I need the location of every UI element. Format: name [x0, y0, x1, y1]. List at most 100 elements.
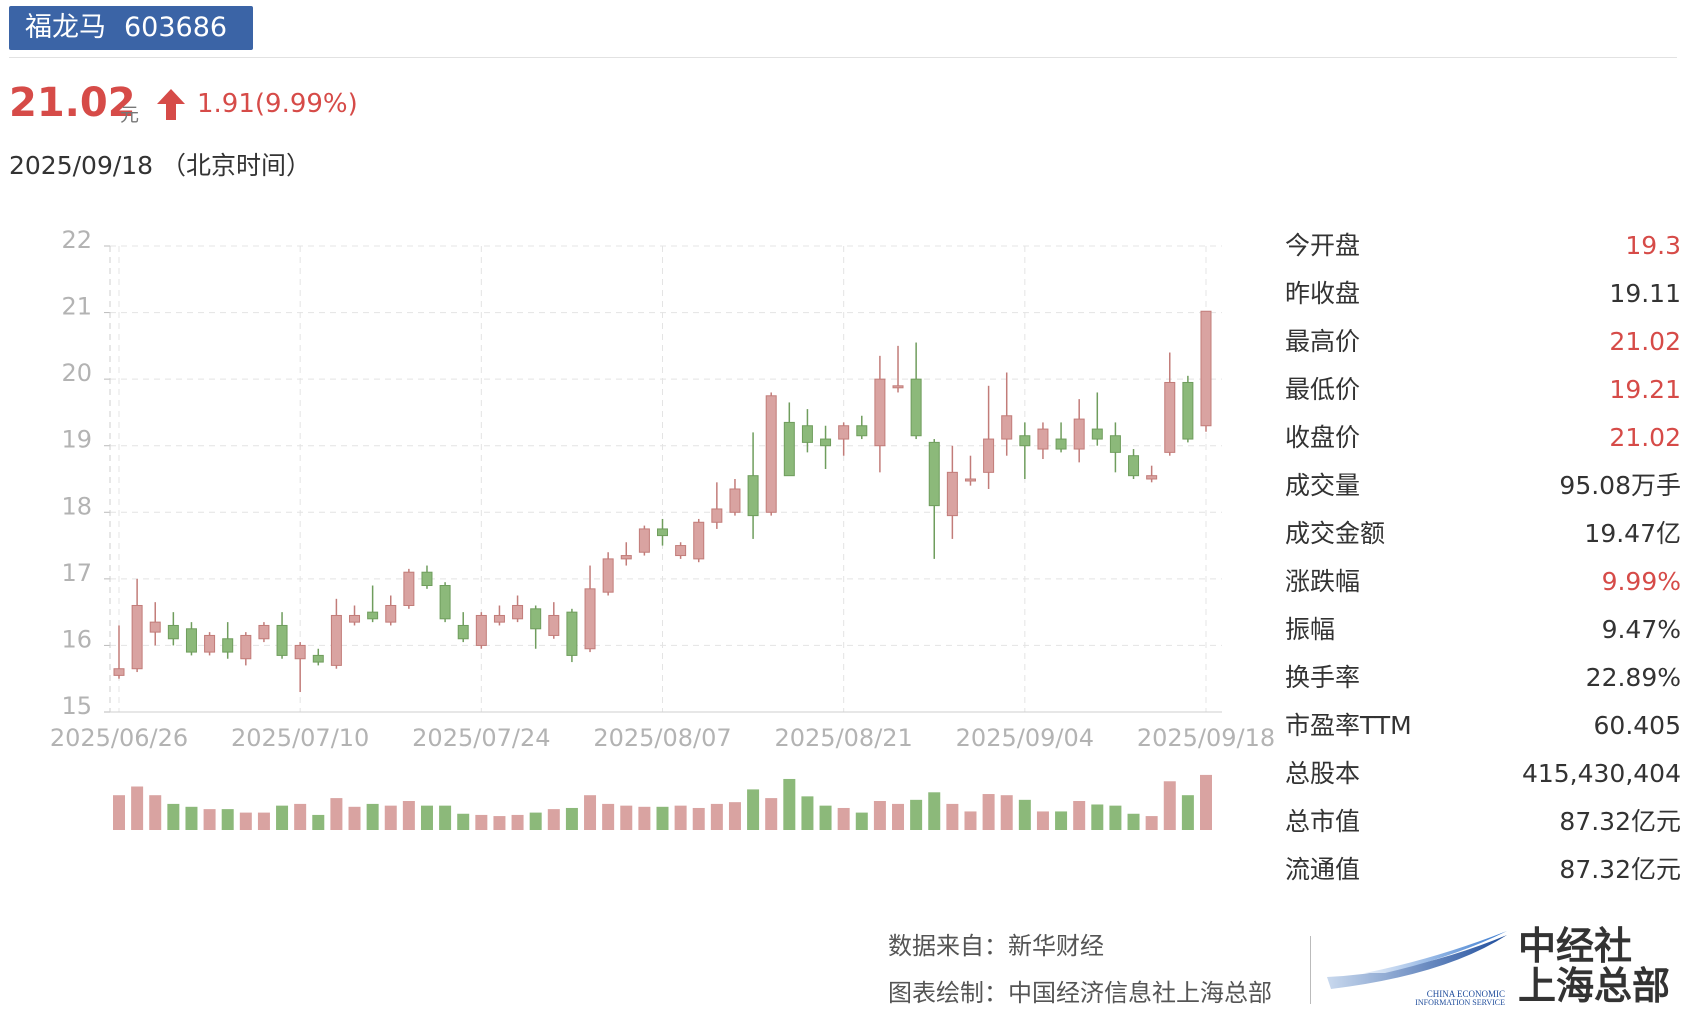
stat-value: 21.02 [1609, 423, 1681, 452]
candle-body [675, 545, 687, 557]
candle-body [149, 621, 161, 633]
candle-body [1037, 428, 1049, 450]
volume-bar [964, 811, 977, 830]
stat-row: 成交金额 19.47亿 [1285, 514, 1681, 562]
stat-label: 流通值 [1285, 855, 1361, 884]
stat-row: 流通值 87.32亿元 [1285, 850, 1681, 898]
volume-bar [1181, 795, 1194, 830]
y-tick-label: 20 [61, 359, 92, 387]
candle-body [820, 438, 832, 447]
stock-name: 福龙马 [25, 12, 106, 43]
volume-bar [294, 803, 307, 830]
candle-body [602, 558, 614, 593]
candle-body [276, 624, 288, 656]
candle-body [385, 604, 397, 623]
candle-body [566, 611, 578, 656]
stat-value: 60.405 [1593, 711, 1681, 740]
quote-date: 2025/09/18 （北京时间） [9, 151, 312, 180]
candle-body [312, 654, 324, 663]
volume-bar [620, 805, 633, 830]
candle-body [747, 475, 759, 517]
volume-bar [837, 807, 850, 830]
volume-bar [873, 801, 886, 830]
stat-value: 415,430,404 [1521, 759, 1681, 788]
stat-label: 振幅 [1285, 615, 1336, 644]
volume-bar [1109, 805, 1122, 830]
chart-author: 图表绘制：中国经济信息社上海总部 [888, 979, 1272, 1007]
volume-bar [710, 803, 723, 830]
candle-body [349, 614, 361, 623]
footer-divider [1310, 936, 1311, 1004]
stat-value: 22.89% [1585, 663, 1681, 692]
volume-bar [402, 801, 415, 830]
volume-bar [928, 792, 941, 830]
stat-value: 87.32亿元 [1559, 855, 1681, 884]
stat-value: 19.21 [1609, 375, 1681, 404]
stat-row: 昨收盘 19.11 [1285, 274, 1681, 322]
volume-bar [1055, 811, 1068, 830]
candle-body [693, 521, 705, 560]
candle-body [113, 668, 125, 676]
header-divider [9, 57, 1677, 58]
candle-body [910, 378, 922, 437]
volume-bar [511, 814, 524, 830]
volume-bar [656, 806, 669, 830]
volume-bar [1036, 811, 1049, 830]
volume-bar [529, 812, 542, 830]
candle-body [874, 378, 886, 447]
candle-body [620, 555, 632, 560]
candle-body [892, 385, 904, 389]
stat-label: 昨收盘 [1285, 279, 1361, 308]
stat-row: 总市值 87.32亿元 [1285, 802, 1681, 850]
volume-bar [819, 805, 832, 830]
volume-bar [348, 806, 361, 830]
candle-body [1164, 381, 1176, 453]
volume-bar [1127, 813, 1140, 830]
volume-bar [493, 816, 506, 830]
volume-bar [638, 806, 651, 830]
x-tick-label: 2025/07/24 [412, 724, 550, 752]
candle-body [1055, 438, 1067, 450]
x-tick-label: 2025/09/04 [956, 724, 1094, 752]
y-tick-label: 16 [61, 625, 92, 653]
volume-bar [892, 803, 905, 830]
data-source: 数据来自：新华财经 [888, 932, 1104, 960]
volume-bar [674, 805, 687, 830]
volume-bar [257, 812, 270, 830]
x-tick-label: 2025/08/07 [593, 724, 731, 752]
candle-body [475, 614, 487, 646]
candle-body [512, 604, 524, 620]
stat-label: 换手率 [1285, 663, 1361, 692]
candle-body [1073, 418, 1085, 450]
volume-bar [384, 805, 397, 830]
stat-label: 涨跌幅 [1285, 567, 1361, 596]
volume-bar [330, 798, 343, 830]
stat-row: 收盘价 21.02 [1285, 418, 1681, 466]
logo-line2: 上海总部 [1518, 964, 1671, 1008]
volume-bar [692, 807, 705, 830]
stat-label: 总市值 [1285, 807, 1361, 836]
volume-bar [1145, 816, 1158, 830]
volume-bar [167, 803, 180, 830]
candle-body [856, 425, 868, 437]
stat-row: 成交量 95.08万手 [1285, 466, 1681, 514]
stat-label: 总股本 [1285, 759, 1361, 788]
volume-bar [783, 778, 796, 830]
stat-row: 今开盘 19.3 [1285, 226, 1681, 274]
stat-value: 9.47% [1601, 615, 1681, 644]
candle-body [1200, 310, 1212, 427]
ces-logo-icon: CHINA ECONOMIC INFORMATION SERVICE [1327, 931, 1507, 1007]
x-tick-label: 2025/09/18 [1137, 724, 1275, 752]
candle-body [1146, 475, 1158, 480]
y-tick-label: 22 [61, 226, 92, 254]
candle-body [711, 508, 723, 523]
candle-body [1109, 435, 1121, 453]
stat-row: 振幅 9.47% [1285, 610, 1681, 658]
candle-body [421, 571, 433, 587]
volume-bar [149, 795, 162, 830]
candle-body [367, 611, 379, 620]
candle-body [403, 571, 415, 606]
candle-body [638, 528, 650, 553]
stat-value: 19.11 [1609, 279, 1681, 308]
stat-label: 成交金额 [1285, 519, 1386, 548]
